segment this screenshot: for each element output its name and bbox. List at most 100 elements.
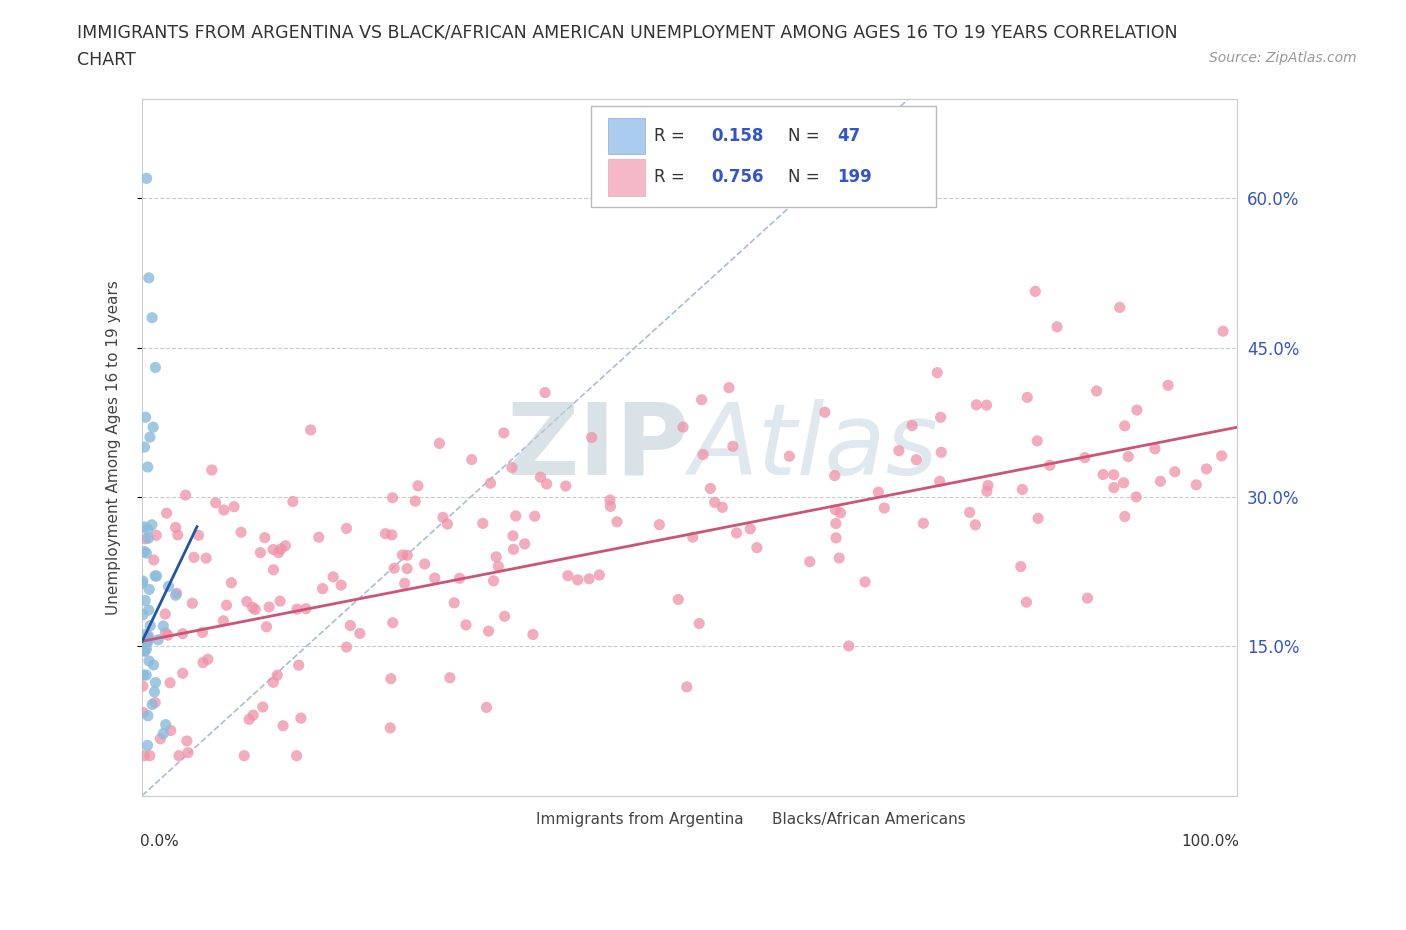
Point — [778, 449, 800, 464]
Point — [134, 440, 156, 455]
Point — [534, 385, 557, 400]
Point — [290, 711, 312, 725]
Point — [183, 550, 205, 565]
Point — [1157, 378, 1180, 392]
FancyBboxPatch shape — [501, 807, 531, 832]
Point — [134, 749, 156, 764]
Point — [479, 476, 502, 491]
Point — [266, 668, 288, 683]
Point — [648, 517, 671, 532]
Point — [269, 593, 291, 608]
Text: 0.158: 0.158 — [711, 126, 763, 145]
Point — [721, 439, 744, 454]
Point — [1185, 477, 1208, 492]
Point — [578, 571, 600, 586]
Point — [174, 487, 197, 502]
Point — [308, 530, 330, 545]
Point — [135, 546, 157, 561]
Point — [197, 652, 219, 667]
Point — [165, 588, 187, 603]
Point — [136, 629, 159, 644]
Point — [557, 568, 579, 583]
Point — [181, 596, 204, 611]
Point — [132, 641, 155, 656]
Point — [396, 548, 419, 563]
Point — [599, 493, 621, 508]
Point — [1211, 448, 1233, 463]
Point — [1026, 433, 1049, 448]
Point — [172, 666, 194, 681]
Point — [157, 578, 180, 593]
Point — [152, 618, 174, 633]
Point — [423, 571, 446, 586]
Point — [132, 607, 155, 622]
Point — [139, 430, 162, 445]
Point — [257, 600, 280, 615]
Point — [201, 462, 224, 477]
Point — [1092, 467, 1115, 482]
Point — [335, 640, 357, 655]
Text: IMMIGRANTS FROM ARGENTINA VS BLACK/AFRICAN AMERICAN UNEMPLOYMENT AMONG AGES 16 T: IMMIGRANTS FROM ARGENTINA VS BLACK/AFRIC… — [77, 23, 1178, 41]
Point — [242, 600, 264, 615]
Point — [965, 397, 987, 412]
Point — [461, 452, 484, 467]
Point — [475, 700, 498, 715]
Point — [155, 717, 177, 732]
Point — [959, 505, 981, 520]
Point — [1015, 595, 1038, 610]
Point — [136, 522, 159, 537]
Point — [1017, 390, 1039, 405]
Point — [262, 542, 284, 557]
Text: ZIP: ZIP — [508, 399, 690, 496]
Point — [155, 606, 177, 621]
Point — [145, 568, 167, 583]
Point — [492, 425, 515, 440]
Text: N =: N = — [789, 126, 820, 145]
Point — [838, 639, 860, 654]
Point — [136, 459, 159, 474]
Point — [486, 559, 509, 574]
Point — [339, 618, 361, 633]
Point — [406, 478, 429, 493]
Point — [443, 595, 465, 610]
Point — [132, 705, 155, 720]
Point — [1011, 482, 1033, 497]
Point — [135, 171, 157, 186]
Point — [976, 398, 998, 413]
Point — [374, 526, 396, 541]
Point — [142, 658, 165, 672]
Point — [454, 618, 477, 632]
Point — [285, 602, 308, 617]
Point — [929, 410, 952, 425]
Point — [1108, 300, 1130, 315]
Point — [927, 365, 949, 380]
Point — [449, 571, 471, 586]
Text: 0.756: 0.756 — [711, 168, 765, 186]
Point — [1126, 403, 1149, 418]
Point — [692, 447, 714, 462]
Point — [929, 445, 952, 459]
Point — [172, 626, 194, 641]
Point — [143, 568, 166, 583]
Point — [717, 380, 740, 395]
Point — [267, 545, 290, 560]
Point — [690, 392, 713, 407]
Point — [134, 544, 156, 559]
Point — [249, 545, 271, 560]
Point — [1212, 324, 1234, 339]
Point — [135, 668, 157, 683]
Point — [285, 749, 308, 764]
Point — [711, 499, 734, 514]
Point — [976, 484, 998, 498]
Text: 100.0%: 100.0% — [1181, 834, 1240, 849]
Point — [873, 500, 896, 515]
Point — [142, 419, 165, 434]
Point — [505, 509, 527, 524]
Point — [928, 474, 950, 489]
Point — [494, 609, 516, 624]
Point — [322, 569, 344, 584]
Point — [485, 550, 508, 565]
FancyBboxPatch shape — [607, 159, 645, 195]
Point — [145, 528, 167, 543]
Point — [501, 460, 523, 475]
